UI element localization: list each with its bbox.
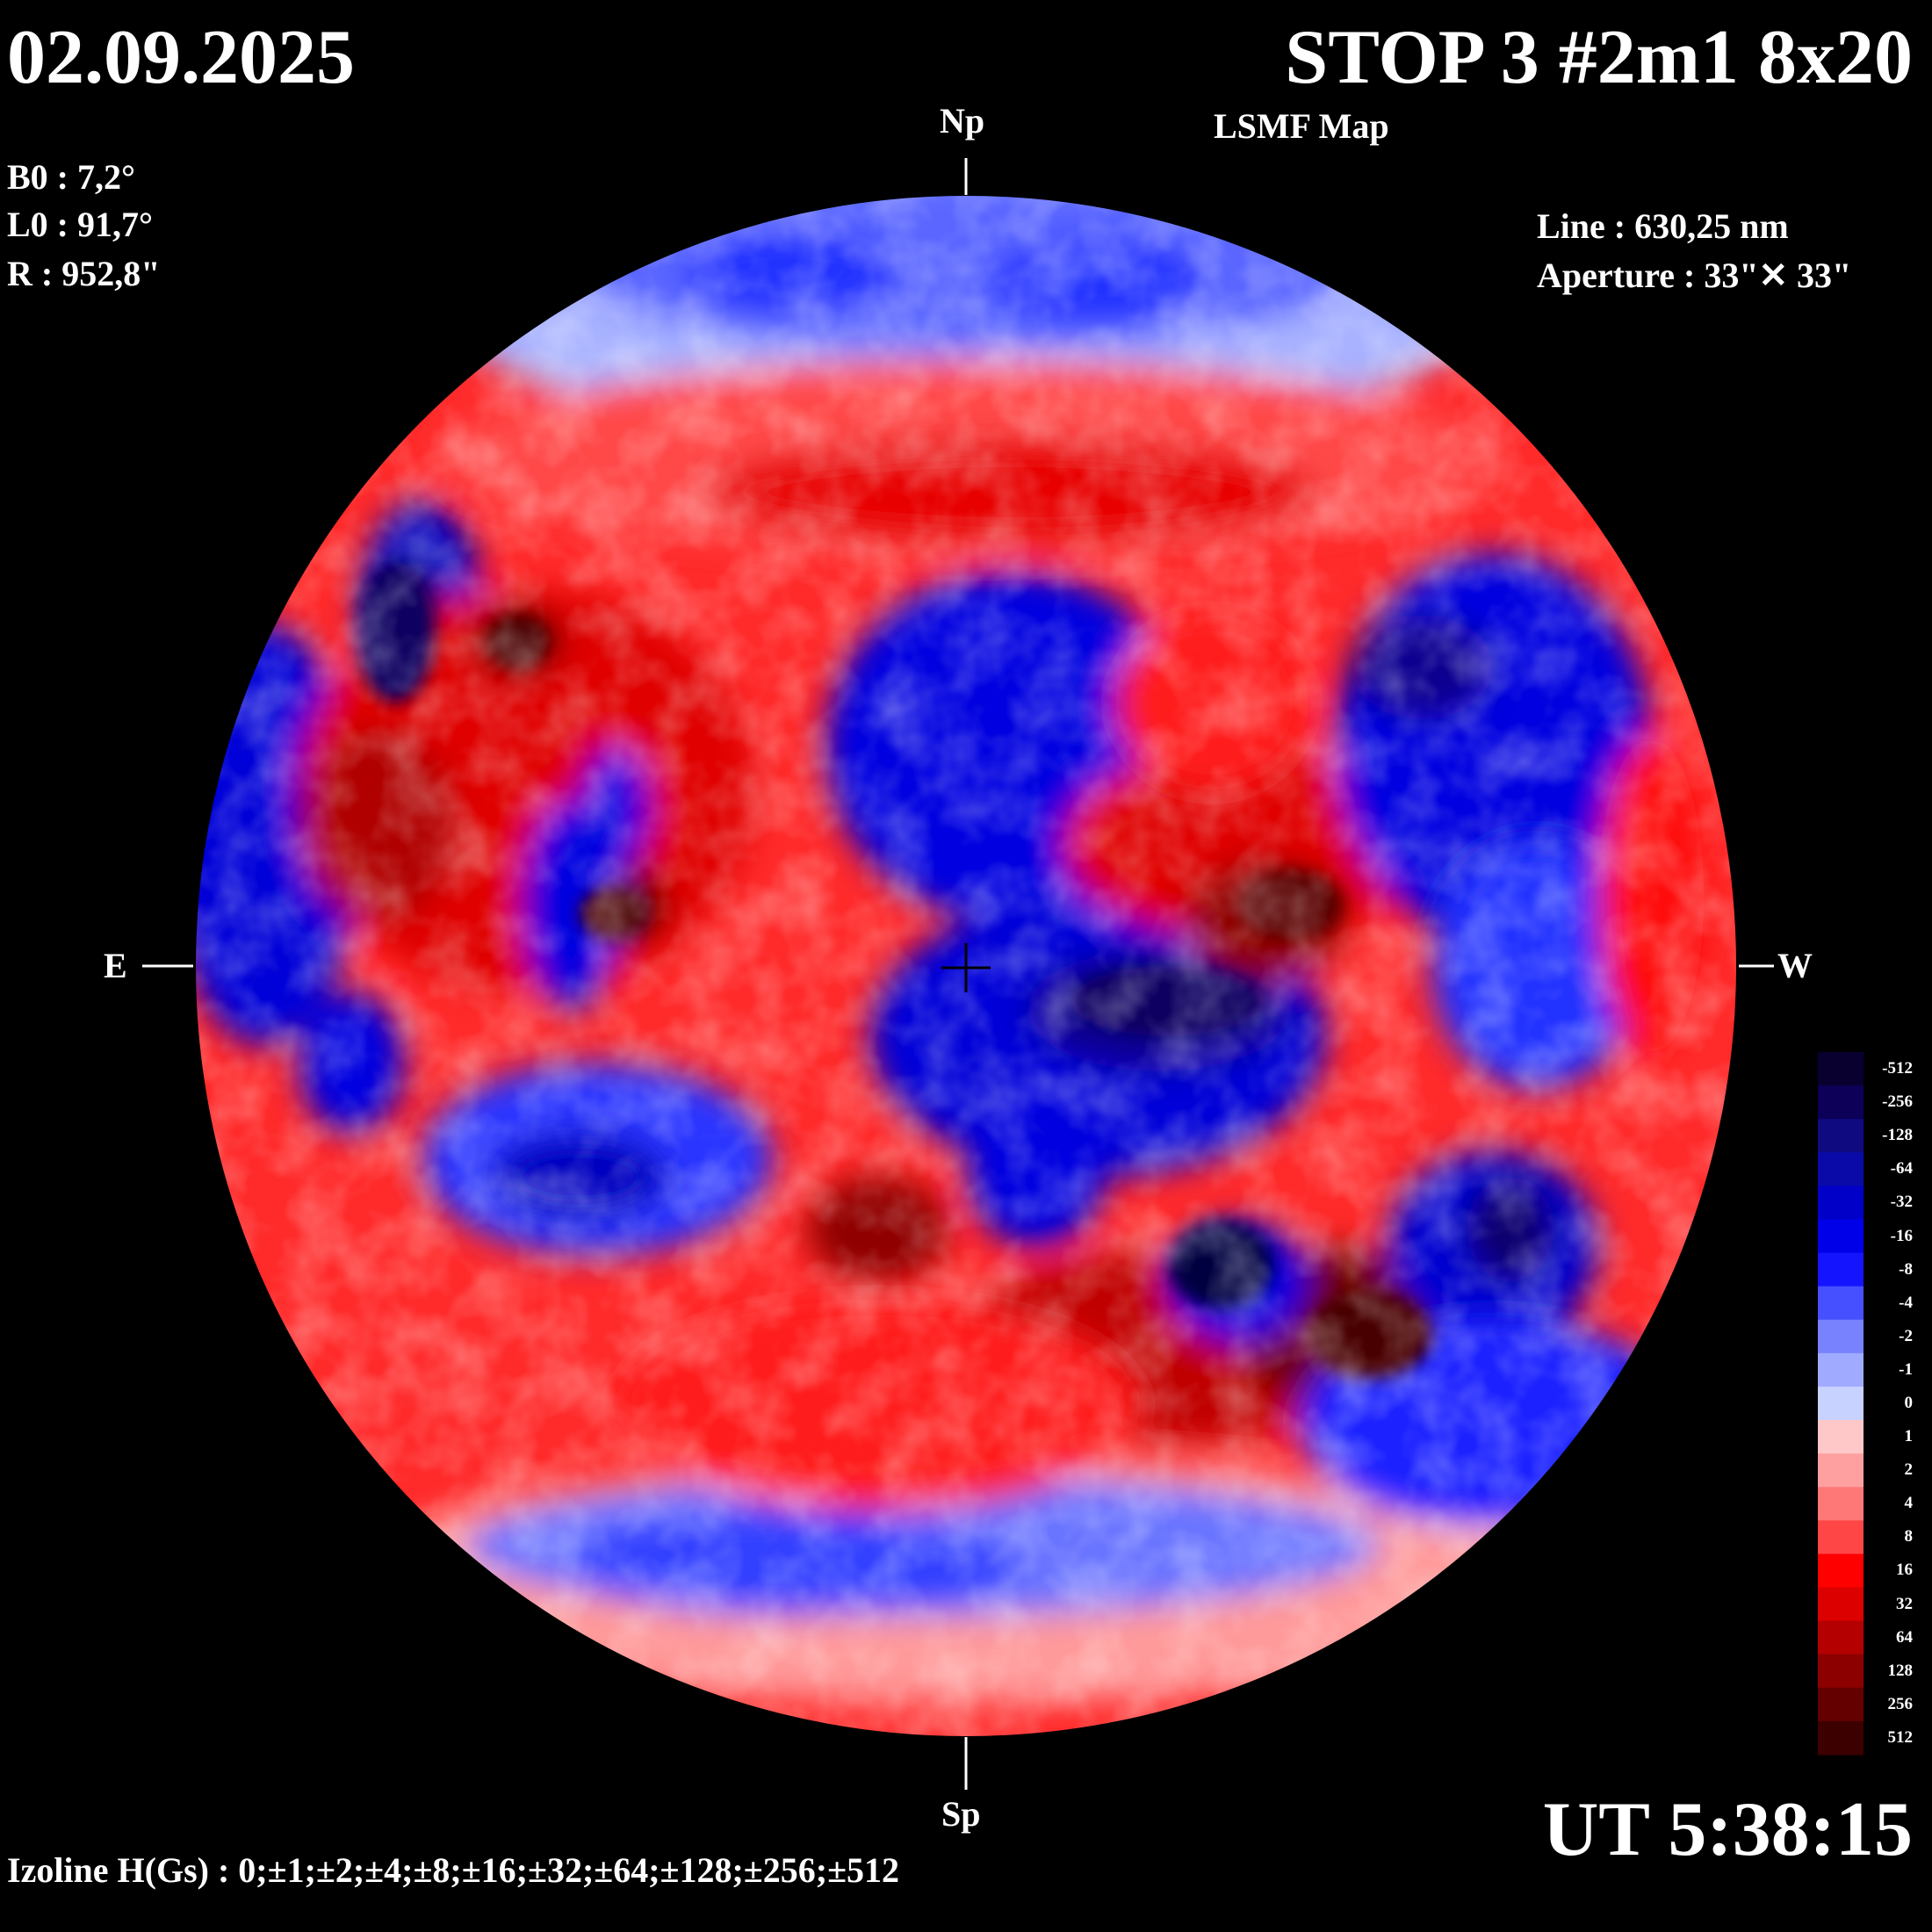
scale-swatch <box>1818 1085 1864 1120</box>
scale-label: 8 <box>1904 1527 1914 1546</box>
spectral-line: Line : 630,25 nm <box>1537 206 1789 246</box>
scale-swatch <box>1818 1420 1864 1454</box>
scale-swatch <box>1818 1687 1864 1722</box>
scale-label: 256 <box>1887 1694 1914 1713</box>
scale-label: -4 <box>1899 1293 1913 1312</box>
scale-swatch <box>1818 1352 1864 1388</box>
scale-label: -128 <box>1882 1126 1913 1145</box>
color-scale-bar <box>1818 1052 1864 1755</box>
east-label: E <box>104 946 127 985</box>
scale-swatch <box>1818 1554 1864 1589</box>
scale-label: 128 <box>1887 1661 1914 1680</box>
scale-swatch <box>1818 1319 1864 1354</box>
observation-date: 02.09.2025 <box>7 15 355 100</box>
scale-label: -32 <box>1890 1193 1913 1212</box>
scale-swatch <box>1818 1119 1864 1153</box>
south-label: Sp <box>941 1794 981 1834</box>
scale-label: -512 <box>1882 1059 1913 1078</box>
scale-label: 2 <box>1904 1460 1914 1480</box>
north-label: Np <box>940 101 985 141</box>
scale-label: 4 <box>1904 1494 1914 1513</box>
scale-swatch <box>1818 1587 1864 1622</box>
disk-center-cross <box>941 943 991 992</box>
scale-swatch <box>1818 1152 1864 1186</box>
scale-label: -2 <box>1899 1326 1913 1345</box>
scale-label: -16 <box>1890 1226 1913 1245</box>
scale-swatch <box>1818 1520 1864 1555</box>
scale-label: 1 <box>1904 1427 1914 1446</box>
observation-title: STOP 3 #2m1 8x20 <box>1285 15 1913 100</box>
scale-swatch <box>1818 1252 1864 1287</box>
scale-label: -256 <box>1882 1092 1913 1112</box>
aperture: Aperture : 33"✕ 33" <box>1537 256 1852 295</box>
scale-swatch <box>1818 1720 1864 1755</box>
scale-swatch <box>1818 1620 1864 1655</box>
scale-label: 32 <box>1896 1594 1913 1613</box>
west-label: W <box>1777 946 1813 985</box>
param-b0: B0 : 7,2° <box>7 157 135 197</box>
scale-swatch <box>1818 1219 1864 1254</box>
scale-label: 512 <box>1887 1727 1914 1747</box>
param-r: R : 952,8" <box>7 254 161 293</box>
scale-swatch <box>1818 1052 1864 1086</box>
scale-swatch <box>1818 1453 1864 1488</box>
magnetic-field-contours <box>195 195 1737 1737</box>
param-l0: L0 : 91,7° <box>7 205 153 244</box>
ut-time: UT 5:38:15 <box>1542 1787 1913 1872</box>
scale-label: 0 <box>1904 1394 1914 1412</box>
scale-swatch <box>1818 1186 1864 1221</box>
scale-label: -64 <box>1890 1159 1913 1179</box>
scale-swatch <box>1818 1386 1864 1421</box>
scale-swatch <box>1818 1487 1864 1521</box>
map-type: LSMF Map <box>1214 106 1389 146</box>
scale-label: -8 <box>1899 1259 1913 1279</box>
scale-label: 64 <box>1896 1627 1913 1647</box>
scale-label: -1 <box>1899 1359 1913 1379</box>
scale-swatch <box>1818 1654 1864 1689</box>
scale-swatch <box>1818 1286 1864 1321</box>
isoline-levels: Izoline H(Gs) : 0;±1;±2;±4;±8;±16;±32;±6… <box>7 1850 900 1890</box>
scale-label: 16 <box>1896 1561 1913 1580</box>
